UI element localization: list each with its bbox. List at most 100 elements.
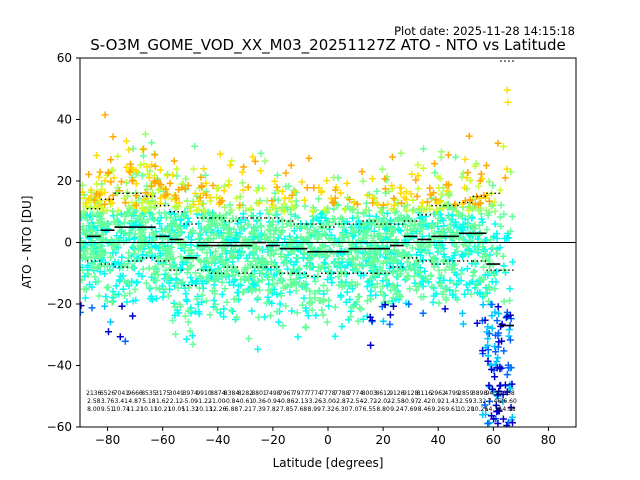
bin-stat-label: 7041 [114,390,129,397]
bin-stat-label: -2.54 [348,398,364,405]
bin-stat-label: 2859 [458,390,473,397]
bin-stat-label: 10.11 [140,406,157,413]
y-tick-label: 40 [57,113,72,127]
bin-stat-label: 7.07 [349,406,363,413]
bin-stat-label: 7.82 [266,406,280,413]
y-tick-label: −20 [47,297,72,311]
x-tick-label: −60 [150,433,175,447]
bin-stat-label: 9666 [127,390,142,397]
bin-stat-label: 7.68 [294,406,308,413]
bin-stat-label: 2.42 [418,398,432,405]
y-axis-label: ATO - NTO [DU] [20,196,34,289]
bin-stat-label: 12.26 [209,406,226,413]
bin-stat-label: 7.39 [252,406,266,413]
bin-stat-label: -0.97 [403,398,419,405]
bin-stat-label: 11.21 [127,406,144,413]
bin-stat-label: 10.74 [113,406,130,413]
bin-stat-label: 9.24 [390,406,404,413]
bin-stat-label: 3175 [155,390,170,397]
bin-stat-label: 14.98 [499,406,516,413]
bin-stat-label: 1.43 [445,398,459,405]
bin-stat-label: 10.20 [457,406,474,413]
bin-stat-label: 10.21 [154,406,171,413]
bin-stat-label: 9126 [389,390,404,397]
bin-stat-label: 8.99 [308,406,322,413]
bin-stat-label: -2.02 [375,398,391,405]
bin-stat-label: 6.30 [335,406,349,413]
scatter-marker-group [101,300,516,427]
bin-stat-label: 9.51 [101,406,115,413]
bin-stat-label: 7774 [307,390,322,397]
bin-stat-label: -3.00 [320,398,336,405]
bin-stat-label: 10.26 [471,406,488,413]
scatter-marker-group [80,300,515,427]
bin-stat-label: 8384 [224,390,239,397]
bin-stat-label: 14.36 [485,406,502,413]
bin-stat-label: -3.26 [306,398,322,405]
bin-stat-label: 3974 [183,390,198,397]
bin-stat-label: 3049 [169,390,184,397]
y-tick-label: 20 [57,174,72,188]
bin-stat-label: 0.36 [252,398,266,405]
bin-stat-label: 7788 [334,390,349,397]
bin-stat-label: 3898 [472,390,487,397]
chart-title: S-O3M_GOME_VOD_XX_M03_20251127Z ATO - NT… [90,36,566,55]
bin-stat-label: 7967 [279,390,294,397]
bin-stat-label: 9910 [196,390,211,397]
x-tick-label: 0 [324,433,332,447]
bin-stat-label: 2136 [86,390,101,397]
x-tick-label: 20 [375,433,390,447]
y-tick-label: 60 [57,51,72,65]
bin-stat-label: 9430 [486,390,501,397]
bin-stat-label: -1.00 [210,398,226,405]
bin-stat-label: -1.22 [196,398,212,405]
bin-stat-label: 7977 [293,390,308,397]
bin-stat-label: 8535 [141,390,156,397]
bin-stat-label: 4799 [444,390,459,397]
x-tick-label: 60 [486,433,501,447]
bin-stat-label: 7.32 [321,406,335,413]
bin-stat-label: 11.32 [182,406,199,413]
bin-stat-label: 8612 [375,390,390,397]
bin-stat-label: -5.09 [182,398,198,405]
y-tick-label: 0 [64,236,72,250]
bin-stat-label: 6.88 [225,406,239,413]
bin-statistics [80,60,576,327]
bin-stat-label: 8874 [210,390,225,397]
bin-stat-label: 3.41 [115,398,129,405]
bin-stat-label: 9128 [403,390,418,397]
bin-stat-label: 10.13 [195,406,212,413]
bin-stat-label: 8.46 [418,406,432,413]
bin-stat-label: 10.05 [168,406,185,413]
x-tick-label: −20 [260,433,285,447]
bin-stat-label: -2.13 [293,398,309,405]
bin-stat-label: 8.00 [87,406,101,413]
bin-stat-label: 8003 [362,390,377,397]
bin-stat-label: 7.69 [404,406,418,413]
bin-stat-label: 8282 [238,390,253,397]
bin-stat-label: 7774 [348,390,363,397]
bin-stat-label: 6.55 [363,406,377,413]
bin-stat-label: -0.86 [279,398,295,405]
bin-stat-label: 2962 [431,390,446,397]
bin-stat-label: -2.72 [362,398,378,405]
bin-stat-label: 9.26 [432,406,446,413]
bin-stat-label: -0.84 [224,398,240,405]
bin-stat-label: 1158 [499,390,514,397]
bin-stat-label: 8.80 [376,406,390,413]
y-tick-label: −60 [47,420,72,434]
bin-stat-label: 8801 [251,390,266,397]
bin-stat-label: 3.32 [473,398,487,405]
bin-stat-label: 8116 [417,390,432,397]
bin-stat-label: 4.87 [128,398,142,405]
x-tick-label: −40 [205,433,230,447]
x-tick-label: −80 [95,433,120,447]
x-axis-label: Latitude [degrees] [273,456,384,470]
bin-stat-label: -0.61 [238,398,254,405]
bin-stat-label: 3.76 [101,398,115,405]
bin-stat-label: 9.61 [445,406,459,413]
bin-stat-label: -0.94 [265,398,281,405]
x-tick-label: 80 [541,433,556,447]
